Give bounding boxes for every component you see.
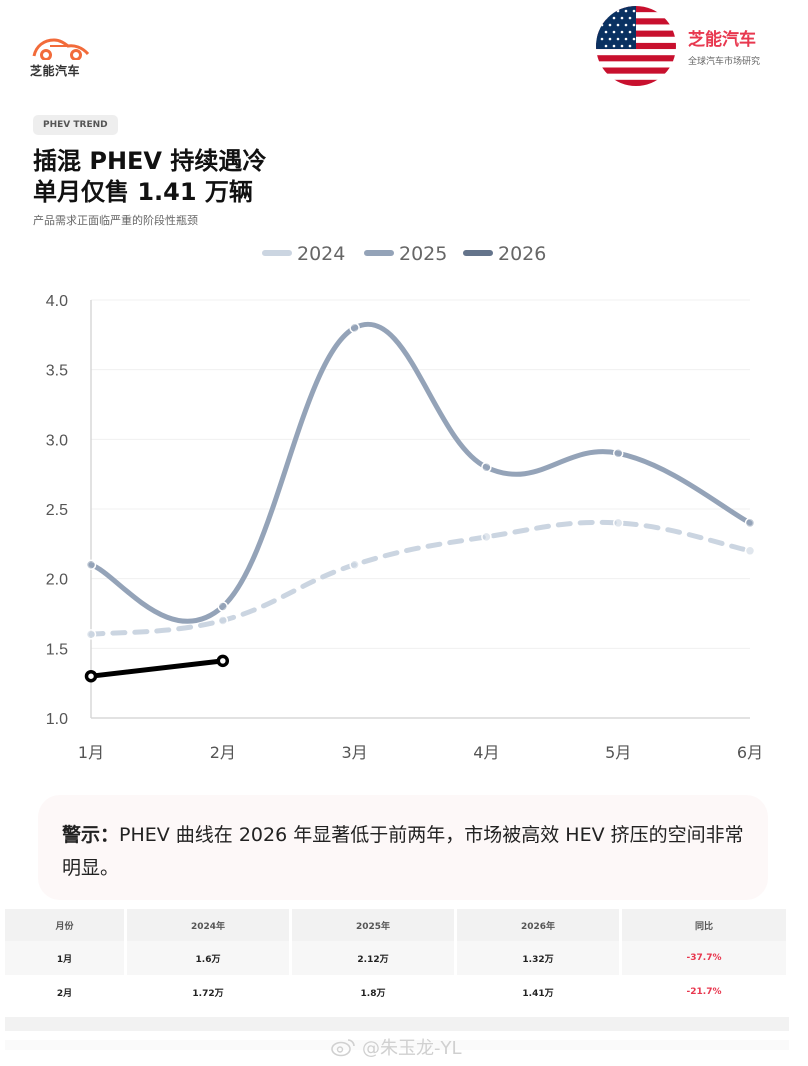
- legend-label: 2024: [297, 243, 345, 265]
- title-line-2: 单月仅售 1.41 万辆: [33, 178, 253, 206]
- data-point: [217, 615, 229, 626]
- legend-label: 2025: [399, 243, 447, 265]
- data-point: [349, 559, 360, 570]
- legend-label: 2026: [498, 243, 546, 265]
- chart-grid: [91, 299, 750, 719]
- table-cell-yoy: -21.7%: [622, 975, 789, 1009]
- brand-subtitle: 全球汽车市场研究: [687, 57, 760, 67]
- table-cell: 2月: [5, 975, 127, 1009]
- table-header: 同比: [622, 909, 789, 941]
- data-point: [85, 629, 97, 640]
- data-point: [481, 531, 492, 543]
- table-cell: 1.8万: [292, 975, 457, 1009]
- x-tick-label: 6月: [737, 743, 763, 762]
- weibo-icon: [331, 1039, 355, 1057]
- y-tick-label: 4.0: [46, 293, 68, 310]
- table-cell: 1.41万: [457, 975, 622, 1009]
- chart-series: [84, 322, 756, 683]
- series-line: [88, 519, 753, 637]
- table-row-partial: [5, 1040, 789, 1050]
- table-cell: 1月: [5, 941, 127, 975]
- y-tick-label: 2.0: [46, 572, 68, 589]
- car-logo-icon: [32, 38, 90, 60]
- us-flag-icon: [595, 6, 676, 86]
- table-header-row: 月份 2024年 2025年 2026年 同比: [5, 909, 789, 941]
- table-row: 2月 1.72万 1.8万 1.41万 -21.7%: [5, 975, 789, 1009]
- x-axis: 1月 2月 3月 4月 5月 6月: [78, 717, 763, 762]
- table-cell: 1.32万: [457, 941, 622, 975]
- series-line: [88, 658, 226, 679]
- warning-box: 警示：PHEV 曲线在 2026 年显著低于前两年，市场被高效 HEV 挤压的空…: [38, 795, 768, 900]
- data-table: 月份 2024年 2025年 2026年 同比 1月 1.6万 2.12万 1.…: [5, 909, 789, 1009]
- series-line: [88, 322, 753, 624]
- brand-header: 芝能汽车 全球汽车市场研究: [595, 6, 760, 86]
- y-tick-label: 2.5: [46, 502, 68, 519]
- warning-text: PHEV 曲线在 2026 年显著低于前两年，市场被高效 HEV 挤压的空间非常…: [62, 824, 744, 879]
- data-point: [744, 517, 756, 529]
- title-line-1: 插混 PHEV 持续遇冷: [33, 147, 267, 175]
- table-cell-yoy: -37.7%: [622, 941, 789, 975]
- warning-label: 警示：: [62, 824, 120, 846]
- table-header: 2025年: [292, 909, 457, 941]
- table-cell: 2.12万: [292, 941, 457, 975]
- watermark: @朱玉龙-YL: [330, 1034, 462, 1060]
- series-2025: [85, 322, 756, 624]
- data-point: [744, 545, 756, 557]
- y-axis: 1.0 1.5 2.0 2.5 3.0 3.5 4.0: [46, 293, 92, 728]
- data-point: [481, 461, 492, 473]
- series-2026: [84, 654, 230, 683]
- logo-text: 芝能汽车: [30, 64, 81, 78]
- x-tick-label: 4月: [473, 743, 499, 762]
- y-tick-label: 3.5: [46, 363, 68, 380]
- data-point: [217, 601, 229, 612]
- x-tick-label: 2月: [210, 743, 236, 762]
- data-point: [84, 669, 98, 683]
- table-row-partial: [5, 1017, 789, 1031]
- watermark-text: @朱玉龙-YL: [362, 1038, 462, 1059]
- y-tick-label: 3.0: [46, 432, 68, 449]
- table-row: 1月 1.6万 2.12万 1.32万 -37.7%: [5, 941, 789, 975]
- series-2024: [85, 517, 756, 640]
- data-point: [216, 654, 230, 668]
- y-tick-label: 1.5: [46, 641, 68, 658]
- data-point: [612, 517, 624, 529]
- table-header: 月份: [5, 909, 127, 941]
- x-tick-label: 3月: [342, 743, 368, 762]
- data-point: [85, 559, 97, 570]
- table-cell: 1.6万: [127, 941, 292, 975]
- logo: 芝能汽车: [30, 34, 100, 79]
- page-subtitle: 产品需求正面临严重的阶段性瓶颈: [33, 214, 198, 227]
- table-header: 2026年: [457, 909, 622, 941]
- page-title: 插混 PHEV 持续遇冷 单月仅售 1.41 万辆: [33, 146, 266, 208]
- x-tick-label: 5月: [605, 743, 631, 762]
- data-point: [349, 322, 360, 334]
- chart-legend: 2024 2025 2026: [262, 243, 546, 265]
- trend-tag: PHEV TREND: [33, 115, 118, 135]
- brand-name: 芝能汽车: [687, 30, 756, 50]
- x-tick-label: 1月: [78, 743, 104, 762]
- y-tick-label: 1.0: [46, 711, 68, 728]
- data-point: [612, 448, 624, 459]
- line-chart: 2024 2025 2026 1.0 1.5 2.0 2.5 3.0 3.5 4.0 1月 2月 3…: [46, 243, 763, 762]
- table-cell: 1.72万: [127, 975, 292, 1009]
- table-header: 2024年: [127, 909, 292, 941]
